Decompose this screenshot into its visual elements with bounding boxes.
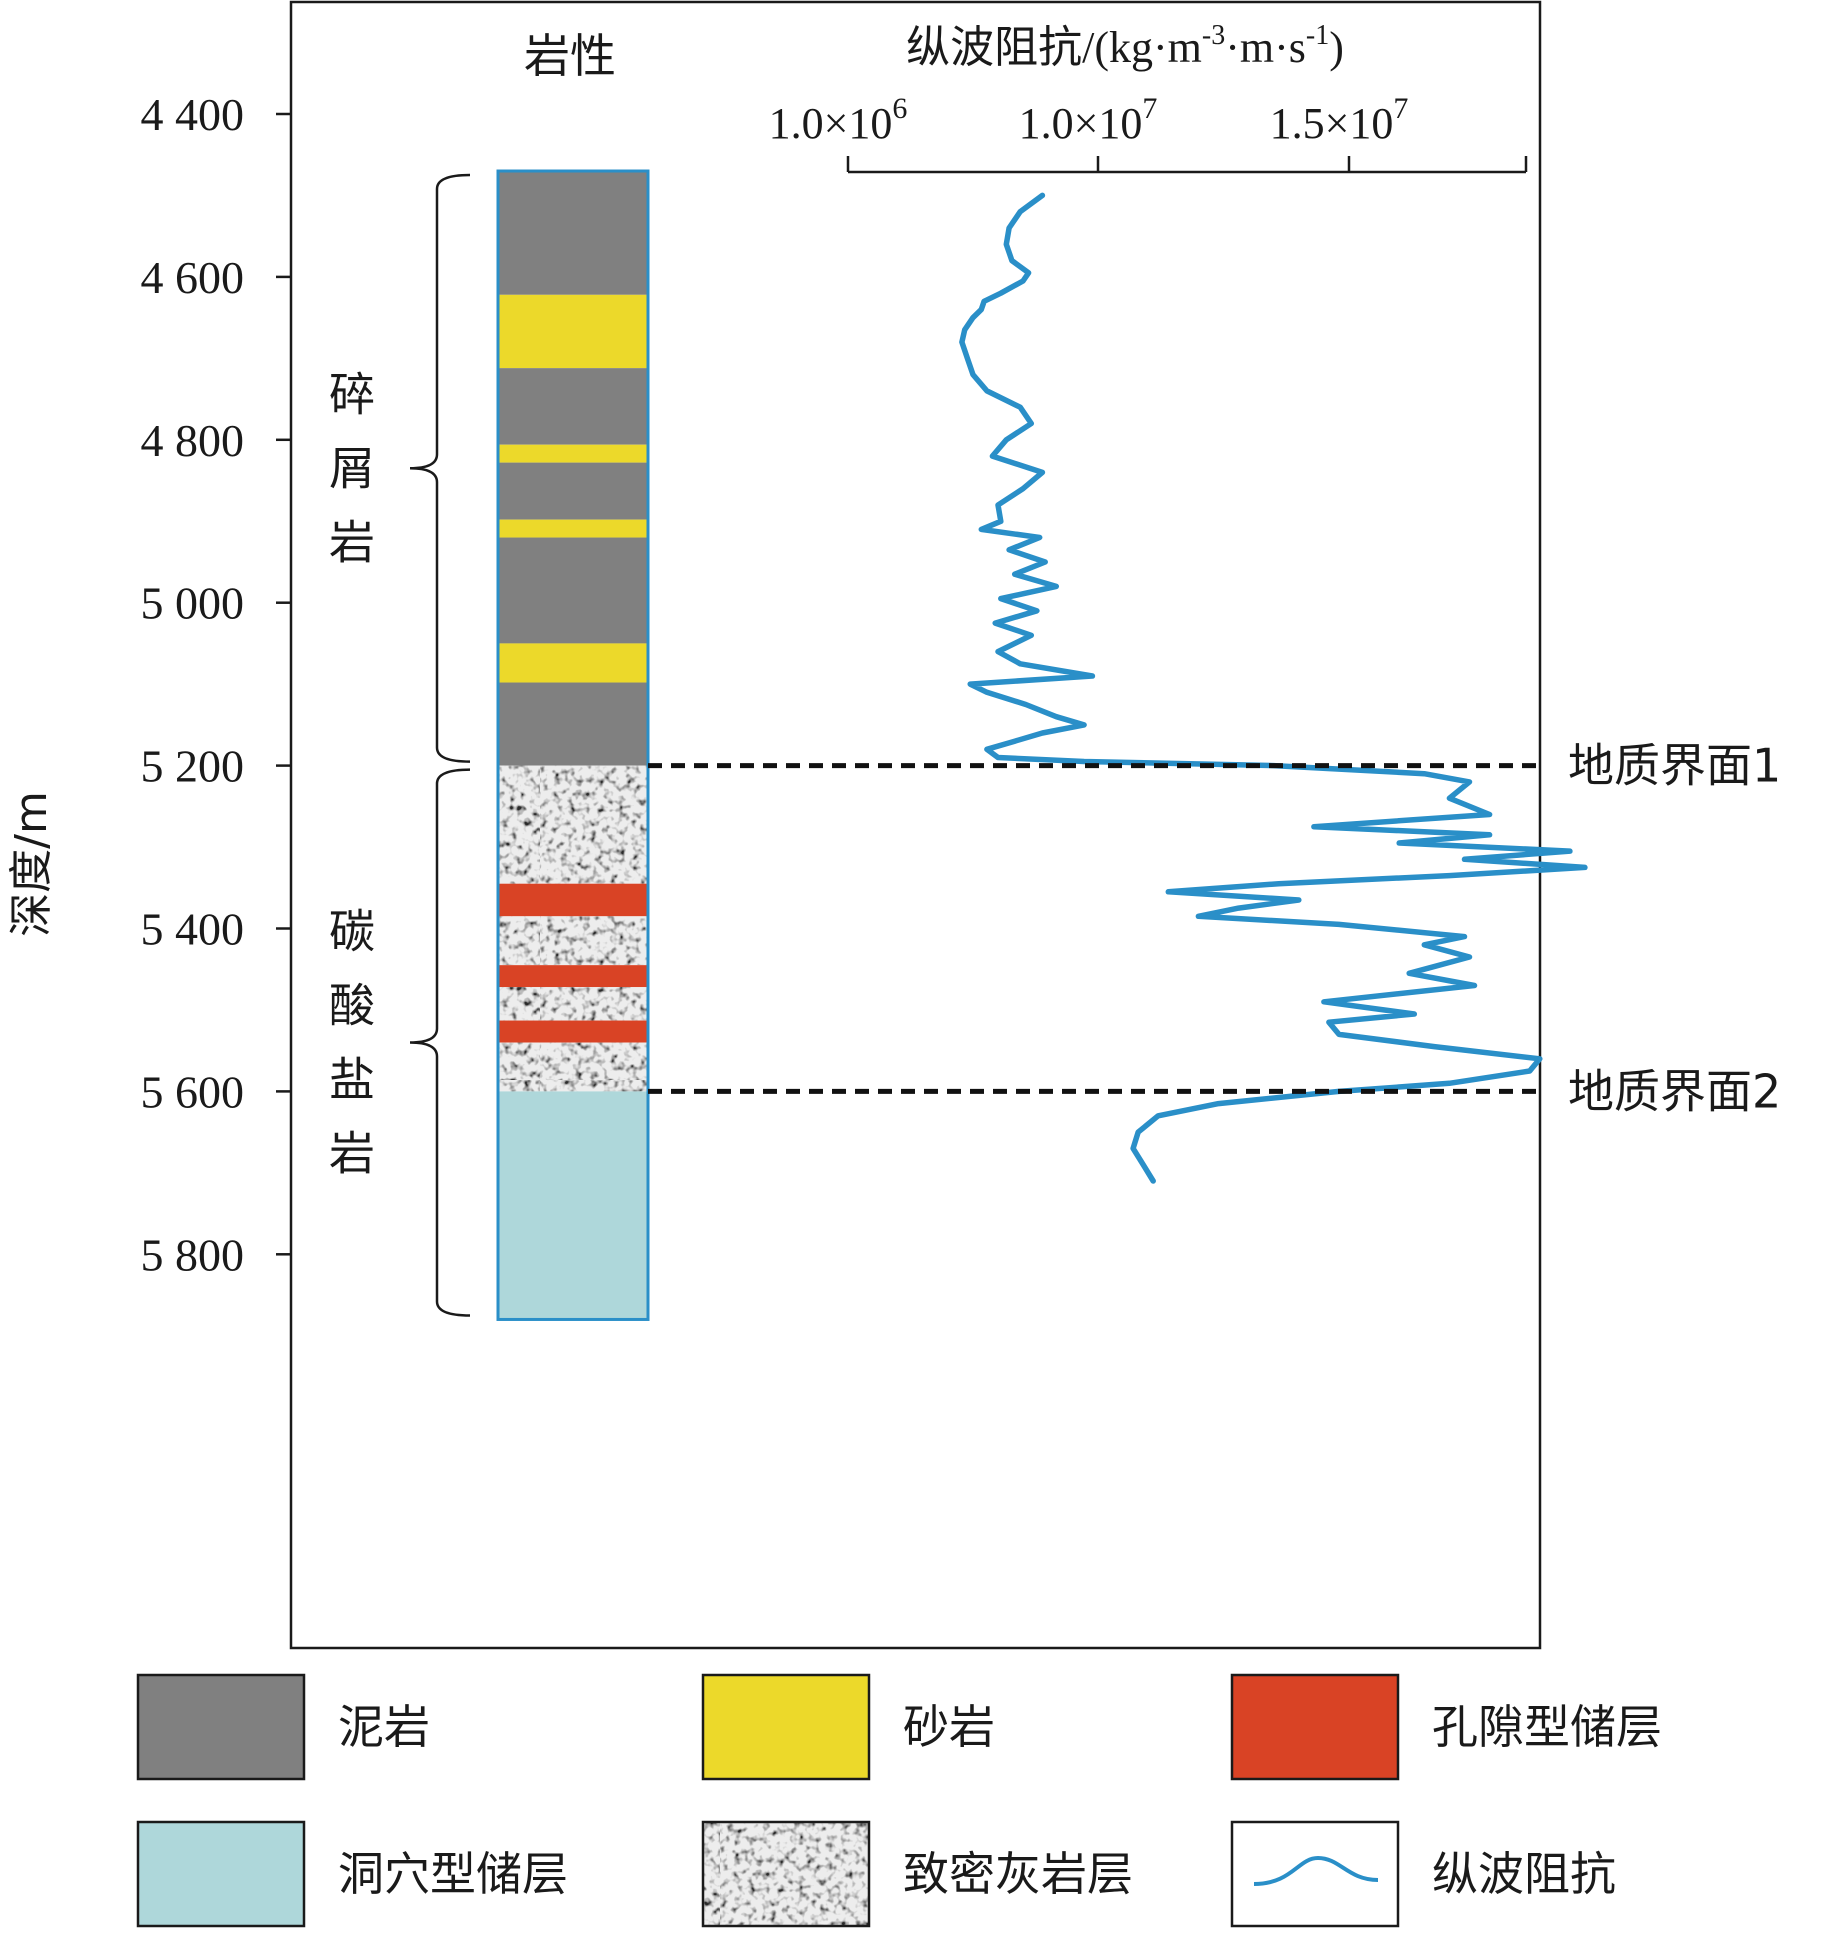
legend-item: 纵波阻抗	[1230, 1820, 1616, 1928]
legend-swatch	[1230, 1673, 1400, 1781]
lithology-layer-pore-reservoir	[498, 883, 648, 917]
lithology-title: 岩性	[524, 29, 616, 83]
lithology-layer-tight-limestone	[498, 916, 648, 966]
depth-axis-label: 深度/m	[6, 791, 57, 937]
legend-swatch	[136, 1820, 306, 1928]
lithology-layer-cave-reservoir	[498, 1091, 648, 1320]
lithology-layer-sandstone	[498, 444, 648, 463]
lithology-layer-mudstone	[498, 682, 648, 766]
interval-label-char: 酸	[329, 979, 375, 1033]
impedance-axis-title: 纵波阻抗/(kg·m-3·m·s-1)	[906, 20, 1344, 72]
legend-item: 孔隙型储层	[1230, 1673, 1662, 1781]
lithology-layer-sandstone	[498, 519, 648, 538]
legend-label: 砂岩	[903, 1700, 995, 1754]
legend-swatch	[701, 1820, 871, 1928]
legend-item: 砂岩	[701, 1673, 995, 1781]
lithology-column	[496, 169, 650, 1321]
lithology-layer-mudstone	[498, 171, 648, 295]
legend-label: 洞穴型储层	[338, 1847, 568, 1901]
legend-item: 泥岩	[136, 1673, 430, 1781]
lithology-layer-mudstone	[498, 462, 648, 520]
plot-frame	[289, 0, 1542, 1650]
depth-tick-label: 4 800	[141, 415, 245, 466]
depth-tick-label: 5 000	[141, 578, 245, 629]
lithology-layer-tight-limestone	[498, 987, 648, 1021]
boundary-label: 地质界面1	[1568, 739, 1781, 793]
interval-label-char: 屑	[329, 441, 375, 495]
interval-label-char: 岩	[329, 1127, 375, 1181]
legend-swatch	[136, 1673, 306, 1781]
legend-label: 纵波阻抗	[1432, 1847, 1616, 1901]
depth-tick-label: 5 800	[141, 1229, 245, 1280]
impedance-axis: 1.0×106 1.0×107 1.5×107	[769, 92, 1528, 174]
lithology-layer-pore-reservoir	[498, 1020, 648, 1043]
lithology-layer-sandstone	[498, 643, 648, 683]
interval-label-char: 碎	[329, 367, 375, 421]
legend-label: 孔隙型储层	[1432, 1700, 1662, 1754]
interval-label-char: 岩	[329, 515, 375, 569]
impedance-tick-label: 1.0×107	[1019, 92, 1158, 148]
lithology-layer-sandstone	[498, 294, 648, 369]
interval-bracket	[409, 768, 471, 1317]
interval-label-char: 盐	[329, 1053, 375, 1107]
legend-swatch	[701, 1673, 871, 1781]
lithology-layer-mudstone	[498, 368, 648, 445]
lithology-layer-pore-reservoir	[498, 965, 648, 988]
depth-tick-label: 4 400	[141, 89, 245, 140]
depth-axis-ticks: 4 400 4 600 4 800 5 000 5 200 5 400 5 600 5 800	[141, 89, 291, 1280]
depth-tick-label: 5 400	[141, 904, 245, 955]
geologic-boundaries: 地质界面1 地质界面2	[648, 739, 1781, 1118]
legend-label: 泥岩	[338, 1700, 430, 1754]
lithology-layer-mudstone	[498, 537, 648, 644]
legend-swatch	[1230, 1820, 1400, 1928]
depth-tick-label: 5 200	[141, 741, 245, 792]
depth-tick-label: 5 600	[141, 1066, 245, 1117]
legend-item: 洞穴型储层	[136, 1820, 568, 1928]
boundary-label: 地质界面2	[1568, 1064, 1781, 1118]
impedance-curve	[959, 192, 1588, 1184]
lithology-layer-tight-limestone	[498, 1042, 648, 1092]
interval-bracket	[409, 173, 471, 763]
lithology-layer-tight-limestone	[498, 765, 648, 884]
depth-tick-label: 4 600	[141, 252, 245, 303]
impedance-tick-label: 1.5×107	[1270, 92, 1409, 148]
legend-label: 致密灰岩层	[903, 1847, 1133, 1901]
impedance-tick-label: 1.0×106	[769, 92, 908, 148]
legend-line-sample	[1253, 1855, 1379, 1886]
legend-item: 致密灰岩层	[701, 1820, 1133, 1928]
interval-label-char: 碳	[329, 905, 375, 959]
lithology-column-border	[496, 169, 650, 1321]
